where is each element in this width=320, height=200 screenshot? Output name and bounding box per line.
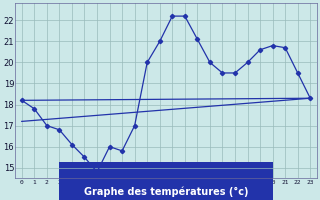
- X-axis label: Graphe des températures (°c): Graphe des températures (°c): [84, 186, 248, 197]
